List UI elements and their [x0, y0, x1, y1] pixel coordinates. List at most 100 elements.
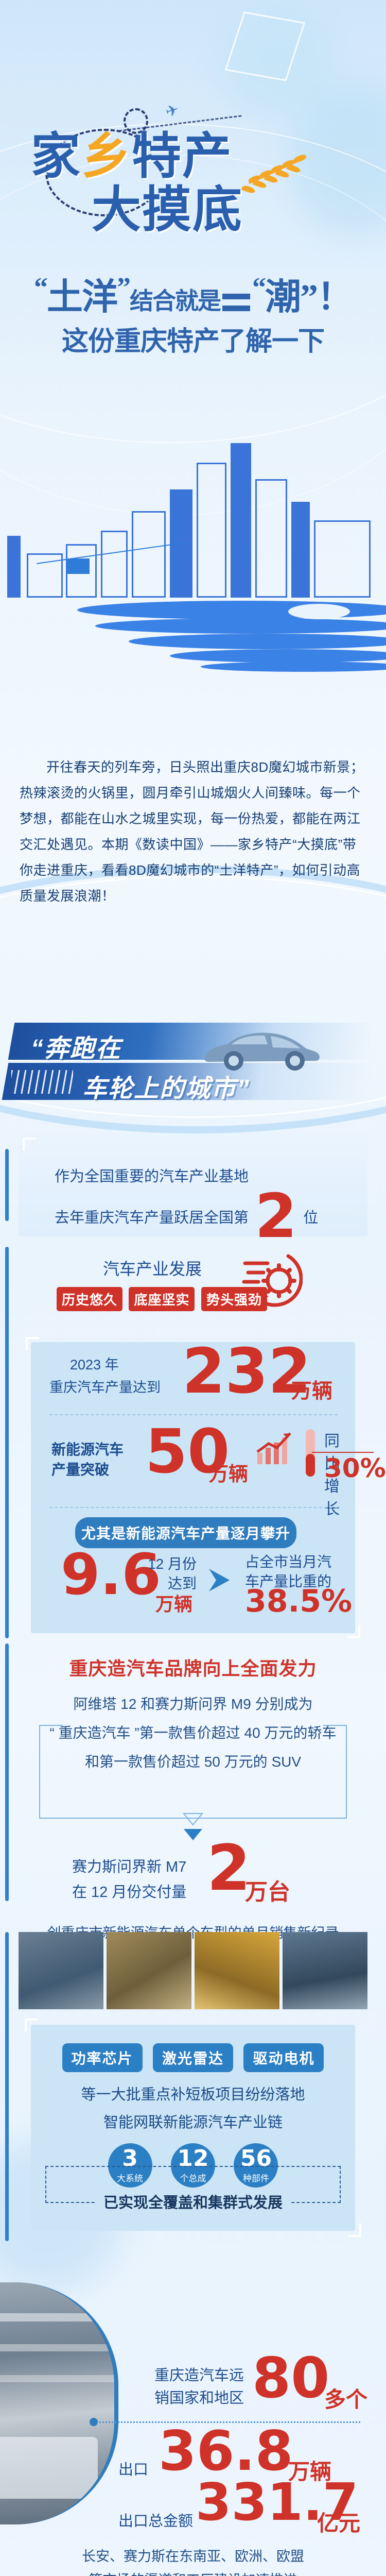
stat2-label: 新能源汽车 产量突破	[51, 1439, 124, 1480]
export-stat1-line-2: 销国家和地区	[154, 2389, 244, 2406]
river-band	[95, 618, 386, 634]
intro-paragraph: 开往春天的列车旁，日头照出重庆8D魔幻城市新景；热辣滚烫的火锅里，圆月牵引山城烟…	[20, 759, 364, 904]
export-stat1-label: 重庆造汽车远 销国家和地区	[154, 2365, 244, 2410]
m7-line-2: 在 12 月份交付量	[72, 1884, 187, 1901]
stat3-pill: 尤其是新能源汽车产量逐月攀升	[75, 1517, 296, 1548]
equals-mark-icon	[222, 294, 250, 311]
export-stat2-unit: 万辆	[288, 2460, 332, 2484]
industry-heading: 汽车产业发展	[103, 1260, 202, 1278]
triangle-down-solid-icon	[184, 1829, 202, 1840]
export-stat1-unit: 多个	[324, 2387, 368, 2412]
stat3-sub: 12 月份 达到	[145, 1554, 197, 1594]
industry-tag: 历史悠久	[57, 1287, 123, 1311]
export-divider-dot	[90, 2418, 98, 2426]
title-line-1: 家乡特产	[31, 131, 360, 181]
cable-car-icon	[67, 558, 90, 574]
export-stat3-label: 出口总金额	[118, 2513, 194, 2530]
title-line-2: 大摸底	[92, 181, 243, 239]
chain-tag: 功率芯片	[62, 2043, 143, 2072]
factory-photo	[283, 1932, 367, 2009]
chain-body: 等一大批重点补短板项目纷纷落地 智能网联新能源汽车产业链	[31, 2081, 355, 2137]
brand-body: 阿维塔 12 和赛力斯问界 M9 分别成为 “ 重庆造汽车 ”第一款售价超过 4…	[0, 1690, 386, 1776]
stat1-label: 重庆汽车产量达到	[49, 1380, 161, 1395]
subtitle-jiushi: 就是	[175, 288, 221, 314]
subtitle-chao: 潮	[265, 278, 301, 317]
stat3-unit: 万辆	[155, 1594, 193, 1615]
chain-line-1: 等一大批重点补短板项目纷纷落地	[81, 2087, 305, 2103]
river-band	[170, 649, 386, 663]
brand-bracket	[39, 1725, 347, 1819]
panel-corner	[25, 2019, 38, 2032]
chain-circle: 12 个总成	[171, 2143, 215, 2188]
rank-unit: 位	[303, 1209, 319, 1226]
stat3-sub-line-2: 达到	[167, 1575, 197, 1591]
building-pagoda	[314, 520, 371, 598]
chain-circles: 3 大系统 12 个总成 56 种部件	[31, 2143, 355, 2188]
industry-stats-panel: 2023 年 重庆汽车产量达到 232 万辆 新能源汽车 产量突破 50 万辆	[26, 1337, 386, 1638]
brand-line-2: “ 重庆造汽车 ”第一款售价超过 40 万元的轿车	[49, 1725, 337, 1741]
river-band	[201, 662, 386, 672]
industry-section: 汽车产业发展 历史悠久 底座坚实 势头强劲 2023 年 重庆汽车产量达到 23…	[0, 1247, 386, 1638]
chain-accent-bar	[5, 1932, 9, 2241]
brand-accent-bar	[5, 1643, 9, 1901]
rank-card-line-1: 作为全国重要的汽车产业基地	[55, 1168, 249, 1185]
export-divider	[93, 2421, 360, 2423]
chain-line-2: 智能网联新能源汽车产业链	[103, 2114, 283, 2131]
stat2-label-line-2: 产量突破	[51, 1462, 110, 1478]
banner-line-2: 车轮上的城市”	[82, 1075, 251, 1103]
arrow-right-icon	[209, 1569, 230, 1591]
card-corner	[23, 1138, 36, 1151]
page-header: 家乡特产 大摸底 “土洋”结合就是 “潮”！ 这份重庆特产了解一下	[0, 0, 386, 361]
industry-accent-bar	[5, 1247, 9, 1638]
thermometer-icon	[306, 1429, 315, 1477]
quote-open-1: “	[34, 272, 48, 303]
stat2-value: 50	[145, 1416, 230, 1487]
m7-value: 2	[207, 1832, 251, 1905]
panel-corner	[26, 1337, 39, 1350]
stat3-right-line-1: 占全市当月汽	[245, 1554, 332, 1570]
banner-stripes	[11, 1070, 73, 1094]
rank-card: 作为全国重要的汽车产业基地 去年重庆汽车产量跃居全国第 2 位	[19, 1133, 367, 1246]
section-banner: “奔跑在 车轮上的城市”	[0, 1023, 386, 1108]
chain-tag: 激光雷达	[152, 2043, 233, 2072]
chain-tag: 驱动电机	[243, 2043, 324, 2072]
stat3-sub-line-1: 12 月份	[148, 1556, 197, 1572]
stat2-growth-value: 30%	[324, 1453, 386, 1483]
stat2-label-line-1: 新能源汽车	[51, 1442, 124, 1458]
factory-photo	[107, 1932, 191, 2009]
triangle-down-icon	[183, 1813, 203, 1826]
quote-close-1: ”	[117, 272, 131, 303]
export-section: 重庆造汽车远 销国家和地区 80 多个 出口 36.8 万辆 出口总金额 331…	[0, 2267, 386, 2576]
stat3-value: 9.6	[61, 1541, 161, 1607]
chain-footer: 已实现全覆盖和集群式发展	[31, 2191, 355, 2212]
chain-circle-unit: 种部件	[242, 2173, 269, 2183]
panel-corner	[347, 1625, 360, 1638]
river-highlight	[288, 604, 350, 619]
stat3-right-line-2: 车产量比重的	[245, 1573, 332, 1589]
stat-nev-production: 新能源汽车 产量突破 50 万辆 同比增长 30%	[49, 1416, 386, 1518]
rank-number: 2	[255, 1180, 297, 1251]
stat-divider	[49, 1414, 338, 1415]
river-illustration	[0, 598, 386, 675]
industry-tag: 势头强劲	[201, 1287, 267, 1311]
factory-photo-strip	[19, 1932, 367, 2009]
export-note-line-2: 等市场的渠道和工厂建设加速推进	[0, 2569, 386, 2576]
stat1-unit: 万辆	[291, 1380, 332, 1402]
building	[7, 536, 21, 598]
stat-2023-production: 2023 年 重庆汽车产量达到 232 万辆	[49, 1341, 338, 1408]
title-char-jia: 家	[31, 127, 81, 185]
stat1-value: 232	[182, 1336, 311, 1408]
export-note-line-1: 长安、赛力斯在东南亚、欧洲、欧盟	[82, 2549, 304, 2564]
stat-divider	[49, 1507, 338, 1508]
chain-circle-unit: 个总成	[180, 2173, 206, 2183]
assembly-line-photo	[0, 2282, 118, 2524]
building	[66, 544, 97, 598]
m7-unit: 万台	[245, 1879, 290, 1905]
industry-tag: 底座坚实	[129, 1287, 195, 1311]
chain-circle-number: 3	[122, 2145, 138, 2172]
brand-bracket-top-left	[39, 1725, 63, 1726]
sedan-car-icon	[204, 1032, 320, 1071]
factory-photo	[195, 1932, 279, 2009]
stat2-unit: 万辆	[209, 1464, 249, 1485]
factory-photo	[19, 1932, 103, 2009]
